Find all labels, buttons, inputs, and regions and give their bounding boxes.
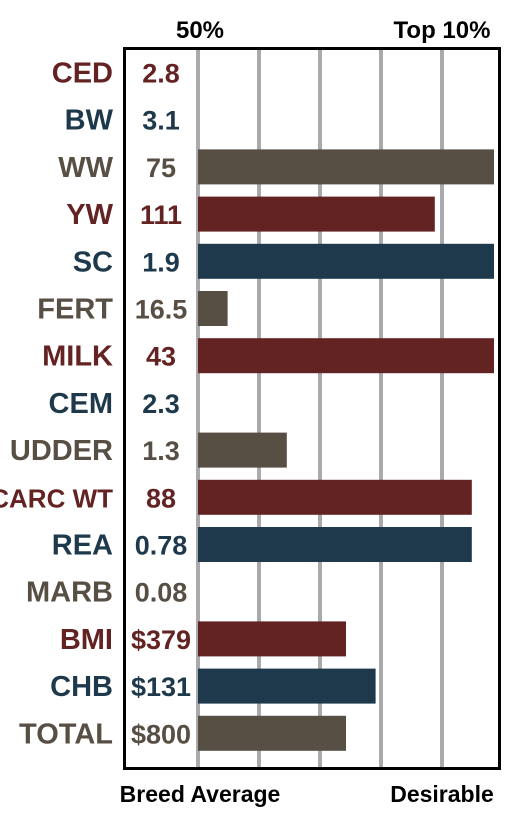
bar-yw (198, 196, 435, 232)
trait-value-marb: 0.08 (135, 578, 188, 608)
trait-label-bw: BW (65, 105, 114, 137)
trait-label-marb: MARB (26, 577, 113, 609)
trait-value-carc-wt: 88 (146, 483, 176, 513)
bar-udder (198, 432, 287, 468)
trait-label-milk: MILK (42, 341, 113, 373)
trait-label-fert: FERT (37, 294, 113, 326)
trait-label-cem: CEM (49, 388, 113, 420)
header-50-percent: 50% (176, 17, 224, 44)
bar-ww (198, 149, 494, 185)
bars (198, 149, 494, 751)
trait-value-ced: 2.8 (142, 59, 180, 89)
bar-carc-wt (198, 479, 472, 515)
trait-label-ced: CED (52, 58, 113, 90)
trait-value-ww: 75 (146, 153, 176, 183)
trait-label-udder: UDDER (10, 435, 113, 467)
trait-value-udder: 1.3 (142, 436, 180, 466)
bar-chb (198, 668, 376, 704)
bar-rea (198, 527, 472, 562)
trait-value-cem: 2.3 (142, 389, 180, 419)
trait-label-total: TOTAL (19, 718, 113, 750)
trait-value-rea: 0.78 (135, 531, 188, 561)
chart-frame (123, 47, 501, 770)
trait-label-sc: SC (73, 246, 113, 278)
bar-fert (198, 291, 228, 326)
trait-label-yw: YW (66, 199, 113, 231)
footer-breed-average: Breed Average (120, 781, 281, 807)
header-top-10-percent: Top 10% (394, 17, 491, 44)
trait-value-milk: 43 (146, 342, 176, 372)
trait-value-bw: 3.1 (142, 106, 180, 136)
trait-label-ww: WW (58, 152, 113, 184)
trait-value-yw: 111 (140, 200, 182, 230)
bar-sc (198, 243, 494, 279)
trait-value-chb: $131 (131, 672, 191, 702)
trait-value-total: $800 (131, 719, 191, 749)
trait-label-carc-wt: CARC WT (0, 483, 113, 513)
trait-value-sc: 1.9 (142, 247, 180, 277)
row-labels: CED 2.8 BW 3.1 WW 75 YW 111 SC 1.9 FERT 16.5 MILK 43 C… (0, 58, 191, 751)
bar-total (198, 715, 346, 751)
bar-bmi (198, 621, 346, 657)
bar-milk (198, 338, 494, 374)
footer-desirable: Desirable (390, 781, 494, 807)
trait-label-rea: REA (52, 530, 113, 562)
trait-label-chb: CHB (50, 671, 113, 703)
trait-value-bmi: $379 (131, 625, 191, 655)
trait-value-fert: 16.5 (135, 295, 188, 325)
trait-label-bmi: BMI (60, 624, 113, 656)
